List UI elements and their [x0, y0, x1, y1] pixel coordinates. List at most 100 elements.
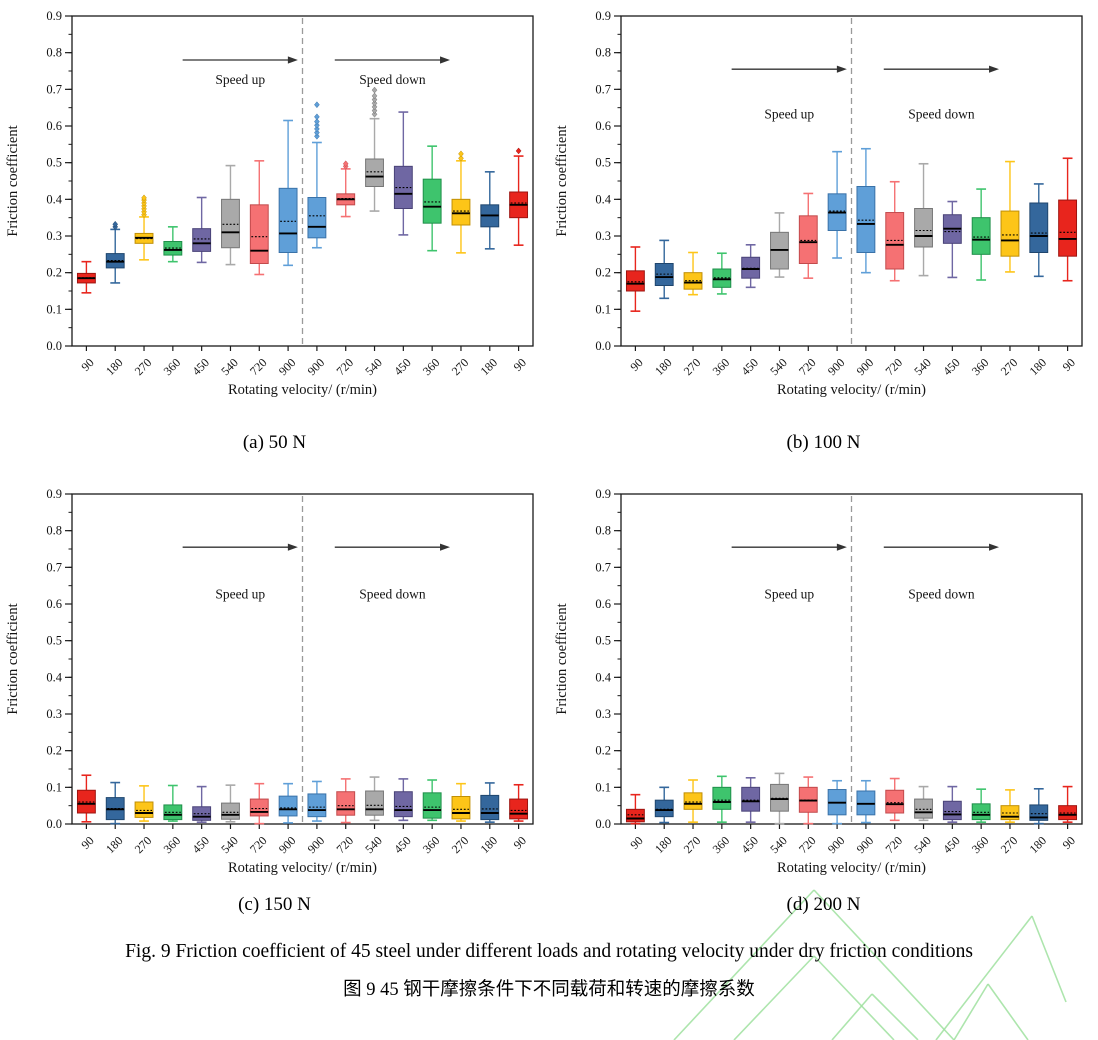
svg-text:270: 270	[132, 833, 155, 856]
svg-text:720: 720	[333, 833, 356, 856]
svg-text:0.6: 0.6	[595, 119, 611, 133]
svg-text:720: 720	[247, 833, 270, 856]
subplot-caption-a: (a) 50 N	[242, 432, 307, 453]
svg-text:270: 270	[998, 833, 1021, 856]
svg-text:Rotating velocity/ (r/min): Rotating velocity/ (r/min)	[228, 860, 377, 876]
svg-text:0.4: 0.4	[595, 192, 611, 206]
svg-text:90: 90	[627, 355, 645, 373]
svg-text:180: 180	[103, 355, 126, 378]
svg-text:0.1: 0.1	[595, 302, 611, 316]
svg-text:0.4: 0.4	[46, 670, 62, 684]
svg-text:0.3: 0.3	[595, 229, 611, 243]
svg-text:0.0: 0.0	[595, 339, 611, 353]
svg-text:900: 900	[825, 355, 848, 378]
svg-text:Friction coefficient: Friction coefficient	[5, 603, 21, 714]
svg-text:450: 450	[391, 833, 414, 856]
svg-text:0.6: 0.6	[46, 597, 62, 611]
svg-text:Rotating velocity/ (r/min): Rotating velocity/ (r/min)	[777, 382, 926, 398]
svg-text:450: 450	[738, 355, 761, 378]
svg-text:Speed up: Speed up	[764, 587, 814, 602]
svg-text:Speed down: Speed down	[359, 72, 426, 87]
svg-text:360: 360	[161, 355, 184, 378]
svg-text:90: 90	[78, 833, 96, 851]
svg-text:540: 540	[218, 355, 241, 378]
svg-text:0.5: 0.5	[46, 634, 62, 648]
svg-text:0.2: 0.2	[46, 266, 62, 280]
svg-text:360: 360	[710, 355, 733, 378]
subplot-caption-b: (b) 100 N	[786, 432, 861, 453]
svg-text:0.7: 0.7	[595, 560, 611, 574]
subplot-a: 0.0 0.1 0.2 0.3 0.4 0.5 0.6 0.7 0.8 0.9 90 180 270 36…	[0, 0, 549, 478]
svg-text:180: 180	[478, 355, 501, 378]
svg-text:Friction coefficient: Friction coefficient	[5, 125, 21, 236]
svg-text:Speed up: Speed up	[764, 107, 814, 122]
svg-text:360: 360	[710, 833, 733, 856]
svg-text:0.5: 0.5	[595, 156, 611, 170]
svg-text:180: 180	[1027, 833, 1050, 856]
svg-text:0.2: 0.2	[595, 744, 611, 758]
svg-text:720: 720	[882, 355, 905, 378]
svg-text:0.5: 0.5	[595, 634, 611, 648]
svg-text:0.4: 0.4	[46, 192, 62, 206]
svg-text:720: 720	[247, 355, 270, 378]
svg-text:900: 900	[825, 833, 848, 856]
svg-text:90: 90	[1060, 355, 1078, 373]
svg-text:180: 180	[103, 833, 126, 856]
svg-text:360: 360	[969, 833, 992, 856]
svg-text:0.9: 0.9	[595, 487, 611, 501]
svg-text:450: 450	[738, 833, 761, 856]
svg-text:540: 540	[767, 833, 790, 856]
svg-text:270: 270	[449, 355, 472, 378]
svg-text:180: 180	[478, 833, 501, 856]
svg-text:0.3: 0.3	[595, 707, 611, 721]
svg-text:90: 90	[627, 833, 645, 851]
svg-text:0.7: 0.7	[46, 560, 62, 574]
svg-text:0.6: 0.6	[46, 119, 62, 133]
svg-text:270: 270	[998, 355, 1021, 378]
svg-text:450: 450	[189, 833, 212, 856]
boxplot-chart-a: 0.0 0.1 0.2 0.3 0.4 0.5 0.6 0.7 0.8 0.9 90 180 270 36…	[5, 9, 534, 398]
svg-text:0.5: 0.5	[46, 156, 62, 170]
svg-text:540: 540	[362, 355, 385, 378]
svg-text:180: 180	[652, 833, 675, 856]
svg-text:450: 450	[940, 833, 963, 856]
svg-text:0.1: 0.1	[595, 780, 611, 794]
svg-text:Speed up: Speed up	[215, 72, 265, 87]
svg-text:0.9: 0.9	[595, 9, 611, 23]
svg-text:270: 270	[449, 833, 472, 856]
svg-text:Rotating velocity/ (r/min): Rotating velocity/ (r/min)	[777, 860, 926, 876]
svg-text:0.4: 0.4	[595, 670, 611, 684]
svg-text:90: 90	[1060, 833, 1078, 851]
svg-text:540: 540	[911, 833, 934, 856]
svg-text:900: 900	[276, 355, 299, 378]
svg-text:Friction coefficient: Friction coefficient	[554, 125, 570, 236]
svg-text:900: 900	[276, 833, 299, 856]
subplot-c: 0.0 0.1 0.2 0.3 0.4 0.5 0.6 0.7 0.8 0.9 90 180 270 36…	[0, 478, 549, 917]
svg-text:540: 540	[911, 355, 934, 378]
svg-text:0.1: 0.1	[46, 302, 62, 316]
svg-text:0.3: 0.3	[46, 707, 62, 721]
svg-text:720: 720	[796, 355, 819, 378]
svg-text:0.2: 0.2	[595, 266, 611, 280]
svg-text:Friction coefficient: Friction coefficient	[554, 603, 570, 714]
subplot-d: 0.0 0.1 0.2 0.3 0.4 0.5 0.6 0.7 0.8 0.9 90 180 270 36…	[549, 478, 1098, 917]
svg-text:0.6: 0.6	[595, 597, 611, 611]
svg-text:Speed down: Speed down	[908, 587, 975, 602]
svg-text:0.9: 0.9	[46, 9, 62, 23]
figure-caption-chinese: 图 9 45 钢干摩擦条件下不同载荷和转速的摩擦系数	[343, 980, 755, 1000]
svg-text:540: 540	[767, 355, 790, 378]
svg-text:0.7: 0.7	[595, 82, 611, 96]
svg-text:270: 270	[132, 355, 155, 378]
svg-text:720: 720	[796, 833, 819, 856]
svg-text:Speed down: Speed down	[908, 107, 975, 122]
svg-text:360: 360	[161, 833, 184, 856]
boxplot-chart-b: 0.0 0.1 0.2 0.3 0.4 0.5 0.6 0.7 0.8 0.9 90 180 270 36…	[554, 9, 1083, 398]
svg-text:180: 180	[1027, 355, 1050, 378]
svg-text:0.1: 0.1	[46, 780, 62, 794]
svg-text:0.8: 0.8	[46, 524, 62, 538]
svg-text:720: 720	[333, 355, 356, 378]
svg-text:90: 90	[78, 355, 96, 373]
svg-text:720: 720	[882, 833, 905, 856]
svg-text:0.8: 0.8	[595, 524, 611, 538]
